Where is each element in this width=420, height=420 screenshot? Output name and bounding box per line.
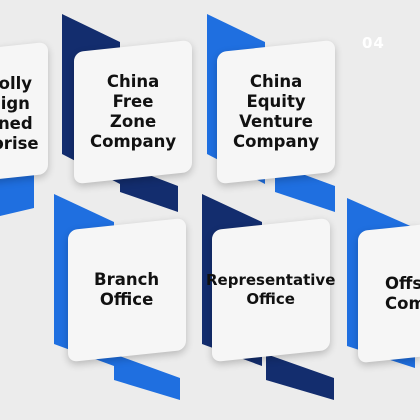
card-4-label: Branch Office [94, 270, 160, 309]
card-5: Representative Office [206, 217, 336, 363]
card-4: Branch Office [68, 217, 186, 363]
card-1: olly ign ned prise [0, 41, 48, 187]
card-5-label: Representative Office [206, 271, 336, 308]
card-3-label: China Equity Venture Company [232, 72, 320, 151]
card-2: China Free Zone Company [74, 39, 192, 185]
card-6: Offsh Comp [358, 224, 420, 364]
card-1-label: olly ign ned prise [0, 74, 39, 153]
card-3: China Equity Venture Company [217, 39, 335, 185]
card-6-label: Offsh Comp [384, 273, 420, 313]
background-number: 04 [362, 34, 385, 52]
card-2-label: China Free Zone Company [89, 72, 177, 151]
